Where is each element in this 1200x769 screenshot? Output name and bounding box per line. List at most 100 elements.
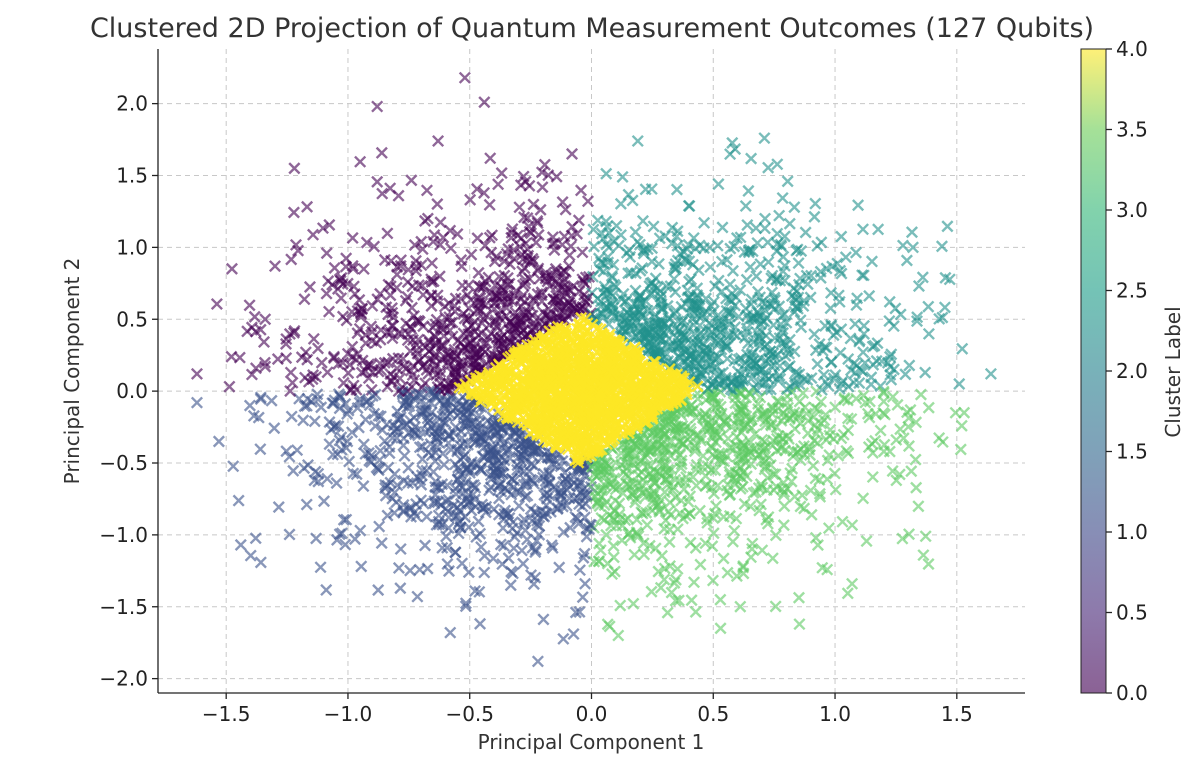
colorbar-tick-label: 0.5 xyxy=(1116,601,1148,625)
scatter-point xyxy=(649,438,662,452)
scatter-point xyxy=(881,356,894,369)
y-tick-label: −2.0 xyxy=(99,667,148,691)
scatter-point xyxy=(504,336,517,349)
scatter-point xyxy=(878,408,891,421)
scatter-point xyxy=(371,175,384,188)
scatter-point xyxy=(408,238,421,252)
scatter-point xyxy=(392,385,405,398)
scatter-point xyxy=(508,530,521,543)
scatter-point xyxy=(598,331,611,344)
scatter-point xyxy=(835,432,848,445)
scatter-point xyxy=(683,406,696,419)
scatter-point xyxy=(599,283,612,297)
scatter-point xyxy=(758,132,771,145)
scatter-point xyxy=(382,356,395,369)
scatter-point xyxy=(759,460,772,473)
scatter-point xyxy=(726,535,739,548)
scatter-point xyxy=(648,403,661,416)
scatter-point xyxy=(845,412,858,426)
scatter-point xyxy=(714,622,727,635)
scatter-point xyxy=(413,315,426,328)
scatter-point xyxy=(761,236,774,249)
scatter-point xyxy=(716,315,729,328)
scatter-point xyxy=(615,458,628,471)
scatter-point xyxy=(788,345,801,358)
scatter-point xyxy=(694,558,707,571)
y-tick-label: 0.5 xyxy=(116,307,148,331)
scatter-point xyxy=(936,435,949,449)
scatter-point xyxy=(465,406,478,419)
scatter-point xyxy=(384,182,397,195)
scatter-point xyxy=(649,542,662,555)
scatter-point xyxy=(569,510,582,524)
scatter-point xyxy=(789,294,802,307)
scatter-point xyxy=(663,363,676,376)
scatter-point xyxy=(750,270,763,283)
scatter-point xyxy=(427,386,440,399)
scatter-point xyxy=(556,196,569,209)
scatter-point xyxy=(813,487,826,500)
scatter-point xyxy=(487,552,500,565)
scatter-point xyxy=(645,255,658,268)
scatter-point xyxy=(630,513,643,526)
scatter-point xyxy=(594,544,607,557)
scatter-point xyxy=(600,220,614,233)
scatter-point xyxy=(530,340,543,353)
scatter-point xyxy=(889,302,902,315)
scatter-point xyxy=(687,576,701,589)
scatter-point xyxy=(467,488,480,501)
scatter-point xyxy=(357,480,370,493)
scatter-point xyxy=(776,309,789,322)
scatter-point xyxy=(400,317,413,330)
scatter-point xyxy=(701,460,714,473)
scatter-point xyxy=(449,361,462,374)
scatter-point xyxy=(433,425,446,438)
scatter-point xyxy=(513,499,526,513)
scatter-point xyxy=(857,319,871,332)
scatter-point xyxy=(432,481,446,494)
scatter-point xyxy=(254,391,267,404)
scatter-point xyxy=(669,573,682,586)
y-tick-label: −1.0 xyxy=(99,523,148,547)
scatter-point xyxy=(519,524,532,537)
scatter-point xyxy=(583,518,596,531)
scatter-point xyxy=(624,363,638,376)
scatter-point xyxy=(379,489,392,502)
scatter-point xyxy=(576,591,589,604)
scatter-point xyxy=(616,170,629,183)
scatter-point xyxy=(675,458,688,471)
scatter-point xyxy=(808,419,822,432)
scatter-point xyxy=(850,392,863,405)
scatter-point xyxy=(729,143,742,156)
scatter-point xyxy=(605,476,619,489)
scatter-point xyxy=(581,195,595,208)
scatter-point xyxy=(642,314,655,327)
scatter-point xyxy=(432,134,445,148)
scatter-point xyxy=(645,585,658,598)
colorbar-gradient xyxy=(1080,48,1107,694)
scatter-point xyxy=(778,230,791,243)
scatter-point xyxy=(647,220,660,233)
scatter-point xyxy=(636,479,649,492)
scatter-point xyxy=(586,270,599,283)
scatter-point xyxy=(744,358,757,372)
scatter-point xyxy=(754,391,767,404)
scatter-point xyxy=(728,328,741,341)
scatter-point xyxy=(766,552,779,565)
scatter-point xyxy=(865,371,878,384)
scatter-point xyxy=(365,455,378,469)
scatter-point xyxy=(234,538,247,551)
scatter-point xyxy=(387,311,400,324)
scatter-point xyxy=(601,359,614,372)
scatter-point xyxy=(342,366,355,380)
scatter-point xyxy=(728,524,741,537)
scatter-point xyxy=(780,383,793,396)
scatter-point xyxy=(909,453,922,466)
scatter-point xyxy=(485,391,498,405)
x-tick-label: 0.5 xyxy=(697,702,729,726)
scatter-point xyxy=(627,597,640,610)
scatter-point xyxy=(818,340,831,354)
scatter-point xyxy=(850,299,863,312)
scatter-point xyxy=(902,440,916,453)
scatter-point xyxy=(633,366,646,379)
